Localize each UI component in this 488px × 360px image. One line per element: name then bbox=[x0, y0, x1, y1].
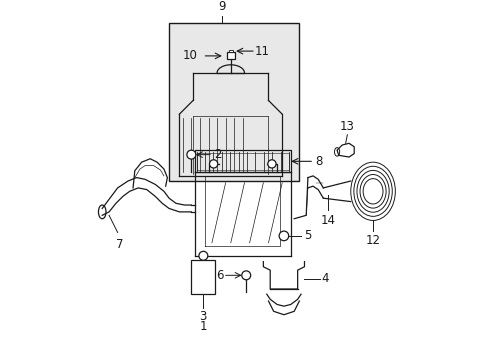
Text: 14: 14 bbox=[320, 213, 335, 226]
Circle shape bbox=[209, 160, 217, 168]
Circle shape bbox=[241, 271, 250, 280]
Text: 10: 10 bbox=[182, 49, 197, 62]
Text: 9: 9 bbox=[218, 0, 225, 13]
Text: 7: 7 bbox=[115, 238, 123, 251]
Circle shape bbox=[279, 231, 288, 241]
Bar bbox=[228, 50, 232, 53]
Text: 8: 8 bbox=[314, 155, 322, 168]
Bar bbox=[191, 260, 215, 294]
Text: 1: 1 bbox=[199, 320, 207, 333]
Text: 3: 3 bbox=[199, 310, 206, 323]
Text: 2: 2 bbox=[213, 148, 221, 161]
Text: 12: 12 bbox=[365, 234, 380, 247]
Circle shape bbox=[267, 160, 276, 168]
Bar bbox=[226, 53, 235, 59]
Text: 13: 13 bbox=[339, 120, 354, 133]
Circle shape bbox=[199, 251, 207, 260]
Bar bbox=[169, 23, 299, 181]
Text: 6: 6 bbox=[216, 269, 224, 282]
Circle shape bbox=[186, 150, 195, 159]
Text: 5: 5 bbox=[304, 229, 311, 242]
Text: 4: 4 bbox=[321, 272, 328, 285]
Text: 11: 11 bbox=[254, 45, 269, 58]
